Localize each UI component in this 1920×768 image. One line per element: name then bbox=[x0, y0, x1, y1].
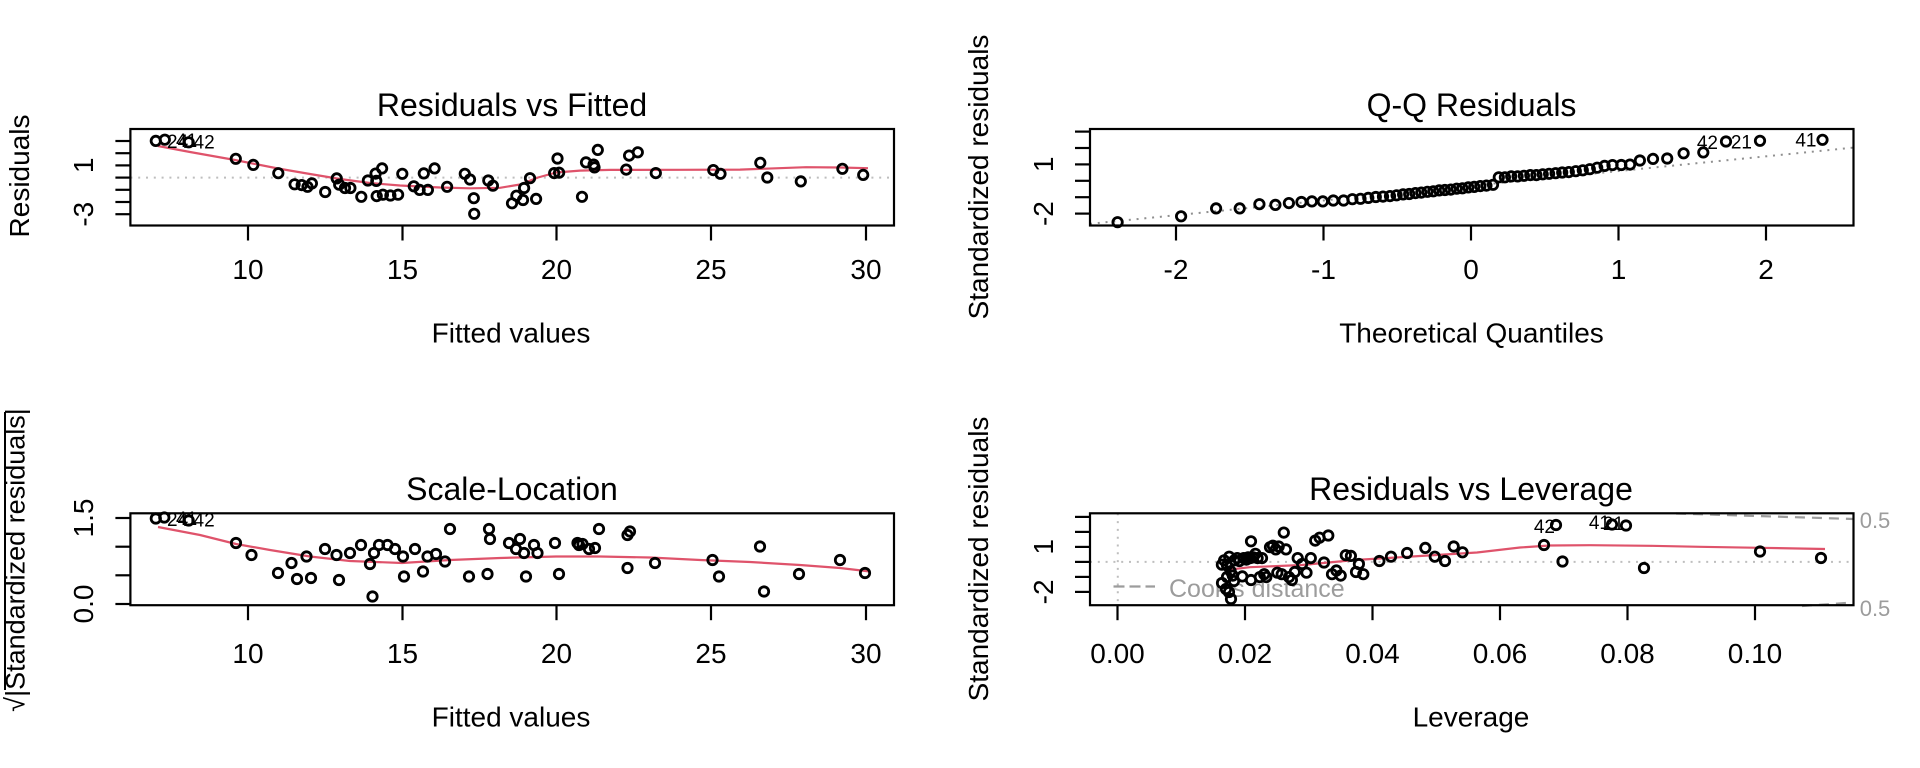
svg-text:Fitted values: Fitted values bbox=[432, 318, 591, 349]
svg-text:0.02: 0.02 bbox=[1218, 638, 1273, 669]
svg-text:21: 21 bbox=[1603, 514, 1624, 535]
svg-text:-2: -2 bbox=[1028, 201, 1059, 226]
svg-text:20: 20 bbox=[541, 254, 572, 285]
svg-text:1: 1 bbox=[1028, 539, 1059, 555]
svg-text:41: 41 bbox=[176, 509, 197, 530]
svg-text:25: 25 bbox=[695, 254, 726, 285]
svg-text:41: 41 bbox=[176, 131, 197, 152]
svg-text:0.00: 0.00 bbox=[1090, 638, 1145, 669]
svg-text:0.04: 0.04 bbox=[1345, 638, 1400, 669]
svg-text:2: 2 bbox=[1758, 254, 1774, 285]
svg-text:42: 42 bbox=[194, 133, 215, 154]
svg-text:30: 30 bbox=[850, 254, 881, 285]
svg-text:-3: -3 bbox=[68, 202, 99, 227]
svg-text:30: 30 bbox=[850, 638, 881, 669]
svg-text:21: 21 bbox=[1731, 133, 1752, 154]
svg-text:41: 41 bbox=[1589, 513, 1610, 534]
svg-text:Standardized residuals: Standardized residuals bbox=[963, 417, 994, 702]
svg-text:0.06: 0.06 bbox=[1473, 638, 1528, 669]
svg-text:0.08: 0.08 bbox=[1600, 638, 1655, 669]
svg-text:24: 24 bbox=[167, 132, 189, 153]
svg-text:Residuals: Residuals bbox=[4, 115, 35, 238]
svg-text:42: 42 bbox=[1534, 517, 1555, 538]
svg-text:10: 10 bbox=[232, 638, 263, 669]
svg-text:Fitted values: Fitted values bbox=[432, 702, 591, 733]
svg-text:Q-Q Residuals: Q-Q Residuals bbox=[1367, 87, 1577, 123]
svg-text:-2: -2 bbox=[1028, 579, 1059, 604]
svg-text:24: 24 bbox=[167, 510, 189, 531]
svg-text:-1: -1 bbox=[1311, 254, 1336, 285]
svg-text:0.0: 0.0 bbox=[68, 585, 99, 624]
svg-text:15: 15 bbox=[387, 254, 418, 285]
svg-text:0: 0 bbox=[1463, 254, 1479, 285]
svg-text:20: 20 bbox=[541, 638, 572, 669]
svg-text:25: 25 bbox=[695, 638, 726, 669]
svg-text:15: 15 bbox=[387, 638, 418, 669]
svg-text:Theoretical Quantiles: Theoretical Quantiles bbox=[1339, 318, 1604, 349]
svg-text:-2: -2 bbox=[1164, 254, 1189, 285]
svg-text:42: 42 bbox=[194, 511, 215, 532]
svg-text:0.5: 0.5 bbox=[1860, 596, 1891, 621]
svg-text:41: 41 bbox=[1795, 131, 1816, 152]
svg-text:Scale-Location: Scale-Location bbox=[406, 471, 618, 507]
svg-text:Leverage: Leverage bbox=[1413, 702, 1530, 733]
svg-text:0.10: 0.10 bbox=[1728, 638, 1783, 669]
svg-text:1.5: 1.5 bbox=[68, 499, 99, 538]
svg-text:1: 1 bbox=[68, 158, 99, 174]
svg-text:Residuals vs Leverage: Residuals vs Leverage bbox=[1309, 471, 1633, 507]
svg-text:0.5: 0.5 bbox=[1860, 508, 1891, 533]
svg-text:Residuals vs Fitted: Residuals vs Fitted bbox=[377, 87, 647, 123]
svg-text:1: 1 bbox=[1611, 254, 1627, 285]
svg-text:Standardized residuals: Standardized residuals bbox=[963, 35, 994, 320]
svg-text:1: 1 bbox=[1028, 157, 1059, 173]
svg-text:42: 42 bbox=[1697, 133, 1718, 154]
svg-text:10: 10 bbox=[232, 254, 263, 285]
